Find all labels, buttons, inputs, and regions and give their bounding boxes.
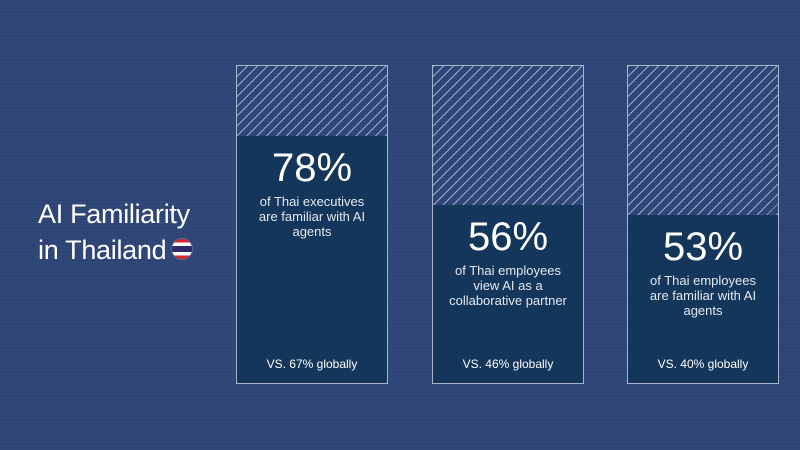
- card-content: 78% of Thai executives are familiar with…: [237, 146, 387, 239]
- stat-card-executives-ai-agents: 78% of Thai executives are familiar with…: [236, 65, 388, 384]
- global-comparison: VS. 67% globally: [266, 357, 358, 371]
- card-hatch-empty: [433, 66, 583, 205]
- card-fill-level: [433, 205, 583, 383]
- stat-description: of Thai executives are familiar with AI …: [258, 194, 366, 239]
- card-hatch-empty: [237, 66, 387, 136]
- stat-description: of Thai employees view AI as a collabora…: [449, 263, 567, 308]
- global-comparison: VS. 46% globally: [462, 357, 554, 371]
- stat-description: of Thai employees are familiar with AI a…: [649, 273, 757, 318]
- stat-card-employees-collaborative: 56% of Thai employees view AI as a colla…: [432, 65, 584, 384]
- title-line-2: in Thailand: [38, 235, 167, 265]
- page-title: AI Familiarity in Thailand: [38, 196, 193, 268]
- stat-percentage: 78%: [271, 146, 353, 190]
- title-line-2-wrap: in Thailand: [38, 232, 193, 268]
- card-content: 53% of Thai employees are familiar with …: [628, 225, 778, 318]
- card-hatch-empty: [628, 66, 778, 215]
- card-content: 56% of Thai employees view AI as a colla…: [433, 215, 583, 308]
- global-comparison: VS. 40% globally: [657, 357, 749, 371]
- stat-percentage: 53%: [662, 225, 744, 269]
- card-fill-level: [628, 215, 778, 383]
- card-fill-level: [237, 136, 387, 383]
- stat-card-employees-ai-agents: 53% of Thai employees are familiar with …: [627, 65, 779, 384]
- stat-percentage: 56%: [467, 215, 549, 259]
- title-line-1: AI Familiarity: [38, 199, 190, 229]
- thailand-flag-icon: [172, 238, 193, 259]
